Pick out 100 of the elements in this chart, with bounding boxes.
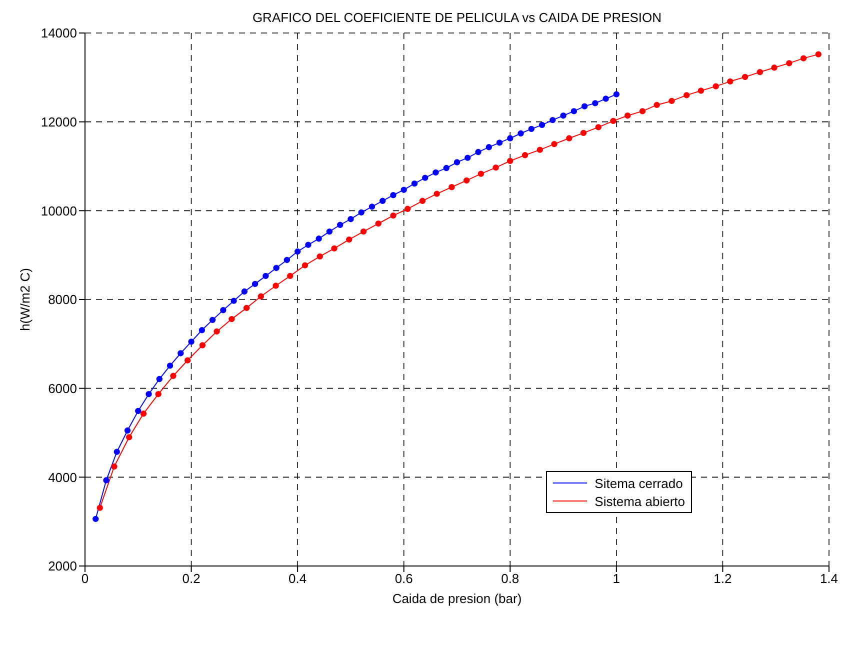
point (124, 427, 131, 434)
point (220, 307, 226, 314)
point (522, 152, 528, 158)
point (336, 222, 344, 228)
point (434, 190, 440, 197)
point (287, 272, 294, 280)
point (252, 280, 258, 288)
point (411, 180, 418, 187)
point (507, 158, 514, 164)
point (209, 316, 216, 324)
point (198, 327, 206, 334)
point (419, 198, 426, 204)
point (683, 92, 690, 98)
point (111, 463, 118, 470)
point (375, 220, 382, 227)
point (170, 372, 176, 379)
y-tick-label: 6000 (48, 380, 77, 396)
legend-label: Sistema abierto (594, 494, 685, 508)
point (592, 100, 598, 106)
point (727, 78, 734, 85)
point (184, 357, 191, 364)
x-tick-label: 0.6 (394, 571, 413, 586)
legend-label: Sitema cerrado (594, 476, 683, 490)
point (463, 177, 470, 184)
y-tick-label: 10000 (40, 203, 77, 218)
point (404, 206, 411, 212)
point (348, 216, 354, 222)
point (140, 410, 147, 417)
y-tick-label: 4000 (48, 470, 77, 485)
point (492, 164, 499, 171)
point (241, 288, 248, 295)
point (668, 98, 675, 104)
point (639, 108, 646, 114)
point (305, 242, 312, 248)
point (156, 376, 162, 382)
point (326, 228, 333, 235)
y-tick-label: 2000 (48, 558, 77, 574)
point (243, 304, 250, 312)
point (496, 140, 503, 146)
point (302, 262, 308, 268)
point (570, 108, 578, 114)
point (199, 342, 206, 348)
point (400, 186, 407, 193)
point (96, 504, 103, 511)
x-tick-label: 1.2 (714, 571, 732, 586)
point (331, 245, 338, 252)
point (214, 328, 220, 335)
point (316, 236, 322, 242)
point (624, 112, 631, 119)
point (536, 146, 544, 153)
point (551, 140, 558, 148)
x-tick-label: 0.4 (288, 571, 307, 586)
x-tick-label: 1 (612, 571, 620, 586)
point (258, 293, 264, 300)
point (464, 154, 471, 161)
point (454, 159, 460, 166)
point (262, 272, 269, 280)
point (518, 130, 524, 136)
chart-title: GRAFICO DEL COEFICIENTE DE PELICULA vs CAIDA DE PRESION (251, 10, 663, 25)
point (602, 96, 609, 102)
point (771, 64, 778, 71)
point (786, 60, 792, 66)
point (610, 118, 616, 124)
point (284, 256, 290, 264)
point (443, 164, 450, 172)
point (528, 126, 534, 132)
x-tick-label: 0.8 (501, 571, 520, 586)
point (475, 148, 482, 156)
point (294, 248, 301, 255)
point (92, 516, 99, 522)
point (698, 88, 704, 94)
point (756, 68, 764, 76)
x-tick-label: 1.4 (820, 571, 838, 586)
point (538, 122, 546, 128)
point (550, 116, 556, 124)
point (800, 55, 807, 62)
point (380, 198, 386, 204)
point (390, 192, 396, 198)
y-tick-label: 12000 (40, 114, 77, 130)
point (358, 209, 364, 216)
y-axis-title: h(W/m2 C) (18, 268, 33, 331)
point (478, 170, 484, 177)
x-tick-label: 0 (81, 571, 89, 586)
point (155, 391, 162, 398)
point (432, 169, 439, 176)
point (346, 236, 352, 243)
point (613, 91, 620, 98)
point (228, 316, 235, 322)
point (815, 51, 822, 58)
y-tick-label: 14000 (40, 26, 77, 41)
point (712, 83, 719, 90)
point (360, 228, 367, 235)
point (135, 408, 142, 414)
point (580, 130, 587, 136)
point (486, 144, 492, 150)
point (742, 74, 748, 80)
point (448, 184, 455, 190)
point (654, 102, 660, 108)
point (272, 282, 279, 289)
point (595, 124, 602, 130)
